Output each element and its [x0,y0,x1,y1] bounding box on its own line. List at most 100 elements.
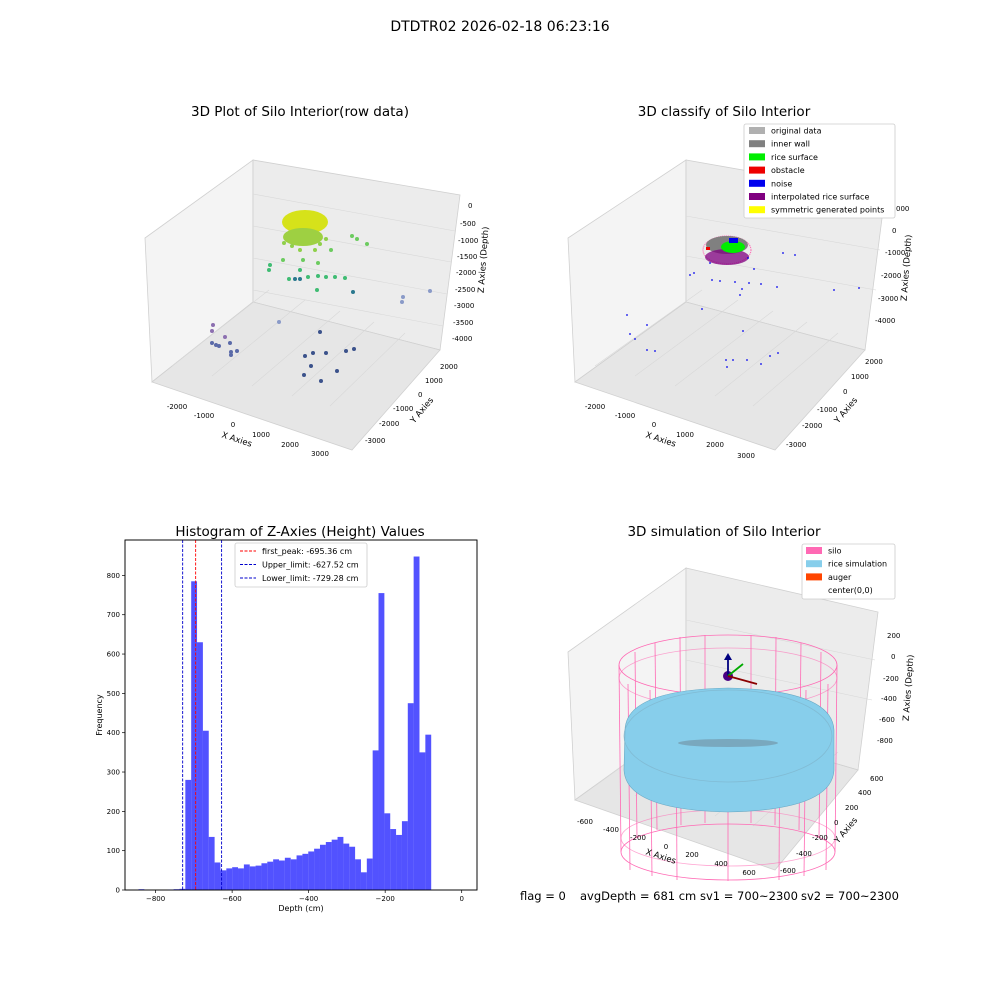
simulation-y-tick: -400 [796,850,812,858]
figure-suptitle: DTDTR02 2026-02-18 06:23:16 [390,19,609,35]
histogram-bar [284,857,291,890]
classify-z-tick-partial: 000 [896,205,909,213]
status-line: flag = 0 avgDepth = 681 cm sv1 = 700~230… [520,889,899,903]
histogram-x-tick: −200 [376,895,395,903]
raw-x-tick: 2000 [281,441,299,449]
histogram-bar [331,839,338,890]
histogram-bar [390,829,397,890]
classify-scatter-points [626,235,860,368]
status-sv2: sv2 = 700~2300 [801,889,899,903]
raw-axes-box [144,159,461,451]
histogram-bar [366,858,373,890]
histogram-bar [202,730,209,890]
histogram-bar [238,868,244,890]
raw-y-tick: 2000 [440,363,458,371]
histogram-bar [372,750,379,890]
raw-3d-panel: 3D Plot of Silo Interior(row data) [144,104,491,458]
histogram-bar [226,868,233,890]
raw-x-ticks: -2000 -1000 0 1000 2000 3000 [167,403,329,458]
simulation-legend: silo rice simulation auger center(0,0) [801,543,896,600]
histogram-bar [384,813,391,890]
histogram-bar [302,853,309,890]
classify-z-tick: -1000 [885,249,905,257]
simulation-y-tick: 200 [845,804,858,812]
classify-x-label: X Axies [644,430,677,449]
histogram-bar [407,703,414,890]
simulation-3d-panel: 3D simulation of Silo Interior [567,524,916,881]
simulation-y-tick: 400 [858,789,871,797]
raw-y-tick: 0 [418,391,422,399]
raw-y-ticks: 2000 1000 0 -1000 -2000 -3000 [365,363,458,445]
histogram-x-tick: −600 [223,895,242,903]
classify-x-tick: 3000 [737,452,755,460]
histogram-bar [419,752,426,890]
simulation-legend-label: rice simulation [828,560,887,569]
simulation-z-tick: 0 [891,653,895,661]
histogram-x-tick: 0 [459,895,463,903]
classify-z-label: Z Axies (Depth) [900,234,915,301]
raw-x-tick: -2000 [167,403,187,411]
raw-x-tick: -1000 [194,412,214,420]
classify-y-tick: -2000 [802,422,822,430]
simulation-x-tick: 600 [742,869,755,877]
raw-y-tick: -2000 [379,420,399,428]
simulation-x-tick: 400 [714,860,727,868]
histogram-y-tick: 100 [107,847,120,855]
classify-noise-block [729,238,738,243]
simulation-z-tick: -200 [883,675,899,683]
histogram-bar [267,861,274,890]
raw-y-tick: -3000 [365,437,385,445]
classify-x-ticks: -2000 -1000 0 1000 2000 3000 [585,403,755,460]
auger-z-arrowhead [724,653,732,660]
raw-x-label: X Axies [220,430,253,449]
classify-interpolated-surface [705,249,749,265]
simulation-x-tick: 200 [685,851,698,859]
simulation-x-ticks: -600 -400 -200 0 200 400 600 [577,818,756,877]
simulation-y-tick: -600 [780,867,796,875]
raw-z-tick: -1000 [458,237,478,245]
classify-legend-label: obstacle [771,166,805,175]
classify-y-tick: -1000 [817,406,837,414]
auger-y-arrow [727,663,744,677]
histogram-bar [378,593,385,890]
histogram-bar [197,642,203,890]
classify-y-tick: 1000 [851,373,869,381]
raw-z-tick: -3500 [453,319,473,327]
histogram-y-tick: 700 [107,611,120,619]
histogram-y-tick: 200 [107,808,120,816]
histogram-bar [249,866,256,890]
histogram-title: Histogram of Z-Axies (Height) Values [175,524,424,540]
histogram-bar [191,581,198,890]
histogram-bar [185,779,192,890]
raw-panel-title: 3D Plot of Silo Interior(row data) [191,104,409,120]
simulation-y-tick: 0 [834,819,838,827]
histogram-y-tick: 800 [107,572,120,580]
classify-z-tick: 0 [892,227,896,235]
histogram-bar [232,867,239,890]
raw-z-tick: -500 [460,220,476,228]
classify-z-tick: -3000 [878,295,898,303]
histogram-bars [138,556,432,890]
classify-legend-frame [743,123,896,219]
histogram-y-label: Frequency [95,694,104,736]
classify-legend-swatch [749,179,765,187]
histogram-legend-frame [234,542,368,588]
histogram-bar [413,556,420,890]
classify-rice-surface [721,241,745,253]
rice-simulation-rim [623,689,833,783]
histogram-y-ticks: 0 100 200 300 400 500 600 700 800 [107,572,125,895]
simulation-x-tick: 0 [664,843,668,851]
simulation-z-tick: -600 [879,716,895,724]
auger-x-arrow [727,675,758,685]
histogram-bar [214,862,221,890]
classify-y-tick: 0 [843,388,847,396]
simulation-z-ticks: 200 0 -200 -400 -600 -800 [877,632,900,745]
classify-legend-swatch [749,127,765,134]
classify-legend-label: original data [771,127,822,136]
histogram-legend: first_peak: -695.36 cm Upper_limit: -627.… [234,542,368,588]
raw-y-tick: -1000 [393,405,413,413]
histogram-bar [396,834,402,890]
histogram-bar [319,844,326,890]
histogram-bar [308,851,315,890]
simulation-z-tick: -800 [877,737,893,745]
